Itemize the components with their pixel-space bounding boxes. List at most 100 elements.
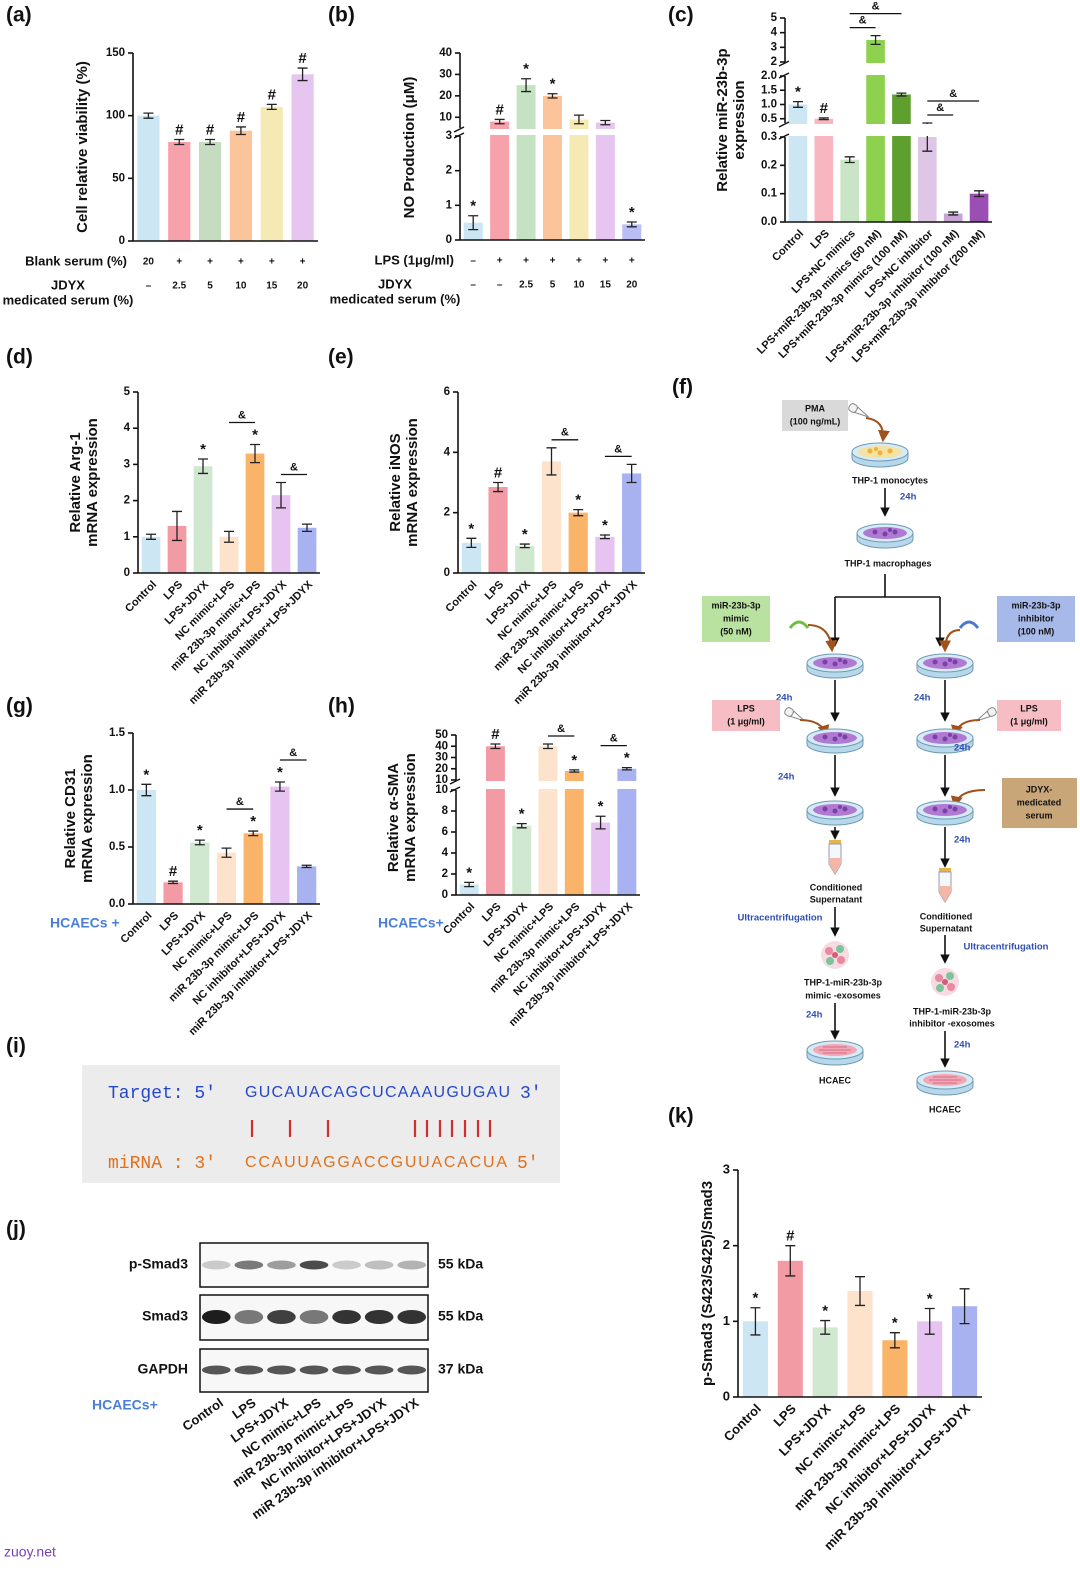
error-bar [820, 1319, 831, 1335]
bracket-label: & [859, 15, 867, 27]
bar [892, 94, 911, 222]
bar [847, 1291, 873, 1397]
significance-mark: * [795, 84, 801, 101]
label: mimic -exosomes [805, 990, 881, 1000]
y-tick-label: 3 [723, 1161, 730, 1176]
bar [840, 159, 860, 222]
western-blot: (j) p-Smad3 Smad3 GAPDH 55 kDa 55 kDa 37… [6, 1218, 483, 1523]
significance-mark: * [892, 1315, 898, 1332]
bar [229, 130, 253, 241]
significance-mark: * [550, 76, 556, 93]
x-row-value: 5 [550, 280, 556, 291]
bar [917, 137, 937, 222]
band [267, 1260, 296, 1270]
error-bar [466, 537, 477, 549]
label: Supernatant [810, 894, 863, 904]
label: HCAEC [929, 1104, 962, 1114]
y-axis-label: Relative Arg-1 [67, 432, 84, 532]
band [364, 1365, 394, 1375]
panel-label: (c) [668, 4, 694, 27]
y-axis-label: p-Smad3 (S423/S425)/Smad3 [699, 1181, 716, 1386]
label: (100 ng/mL) [790, 416, 841, 426]
panel-label: (j) [6, 1218, 26, 1241]
axis-break [777, 63, 992, 75]
x-row-value: + [176, 257, 182, 268]
size-label: 55 kDa [438, 1308, 483, 1324]
y-axis-label: Cell relative viability (%) [74, 61, 91, 233]
label: Ultracentrifugation [964, 942, 1049, 953]
error-bar [143, 112, 154, 119]
label: (1 μg/ml) [1010, 716, 1048, 726]
panel-label: (h) [328, 695, 355, 718]
arrow [807, 624, 838, 653]
significance-mark: * [822, 1303, 828, 1320]
y-tick-label: 6 [442, 826, 448, 838]
x-tick-label: Control [770, 228, 806, 264]
error-bar [141, 783, 152, 797]
x-tick-label: Control [441, 901, 477, 937]
x-row-value: – [497, 280, 503, 291]
panel-label: (i) [6, 1035, 26, 1058]
band [267, 1310, 296, 1324]
error-bar [889, 1332, 900, 1349]
dropper [973, 706, 998, 725]
label: LPS [1020, 703, 1038, 713]
x-row-value: + [300, 257, 306, 268]
band [332, 1365, 361, 1375]
bar [245, 453, 265, 573]
tube [938, 867, 952, 903]
target-prefix: Target: 5' [108, 1084, 216, 1104]
y-axis-label: Relative CD31 [62, 768, 79, 868]
y-tick-label: 0.1 [761, 188, 778, 200]
bar [969, 193, 989, 222]
x-row-value: + [602, 256, 608, 267]
x-tick-label: LPS [158, 910, 182, 934]
error-bar [573, 114, 584, 125]
error-bar [464, 881, 475, 888]
y-tick-label: 4 [124, 422, 131, 434]
time: 24h [900, 492, 917, 503]
bar [882, 1340, 908, 1397]
bar [463, 222, 483, 240]
y-tick-label: 20 [439, 90, 452, 102]
y-tick-label: 2 [444, 507, 450, 519]
y-tick-label: 20 [435, 763, 448, 775]
significance-mark: # [175, 121, 184, 138]
band [332, 1260, 361, 1270]
label: miR-23b-3p [711, 600, 761, 610]
x-row-value: + [576, 256, 582, 267]
significance-mark: # [495, 101, 504, 118]
error-bar [855, 1276, 865, 1307]
arrow [865, 417, 890, 443]
significance-mark: * [466, 864, 472, 881]
y-axis-label: expression [731, 80, 748, 159]
error-bar [302, 523, 312, 533]
error-bar [543, 743, 553, 750]
bracket-label: & [290, 461, 298, 473]
box [702, 596, 770, 642]
x-row-value: 15 [266, 281, 278, 292]
band [299, 1310, 329, 1324]
band [299, 1365, 329, 1375]
time: 24h [778, 772, 795, 783]
x-row-label: medicated serum (%) [330, 291, 461, 306]
y-tick-label: 0 [124, 567, 130, 579]
x-tick-label: Control [721, 1401, 764, 1444]
y-tick-label: 0.0 [761, 216, 777, 228]
bar [168, 141, 191, 241]
x-row-value: 2.5 [519, 280, 533, 291]
significance-mark: * [519, 806, 525, 823]
bracket-label: & [610, 733, 618, 745]
base-pairs [250, 1120, 492, 1137]
label: THP-1 monocytes [852, 475, 928, 485]
significance-mark: * [277, 764, 283, 781]
y-tick-label: 1 [446, 199, 453, 211]
bar-chart: (e) 0 2 4 6 Relative iNOS mRNA expression * Cont… [328, 346, 645, 707]
x-tick-label: LPS [483, 579, 507, 603]
panel-label: (g) [6, 695, 33, 718]
y-tick-label: 150 [106, 47, 125, 59]
y-tick-label: 3 [446, 130, 452, 142]
significance-mark: # [786, 1228, 795, 1245]
bar [538, 746, 558, 895]
y-tick-label: 2 [446, 165, 452, 177]
